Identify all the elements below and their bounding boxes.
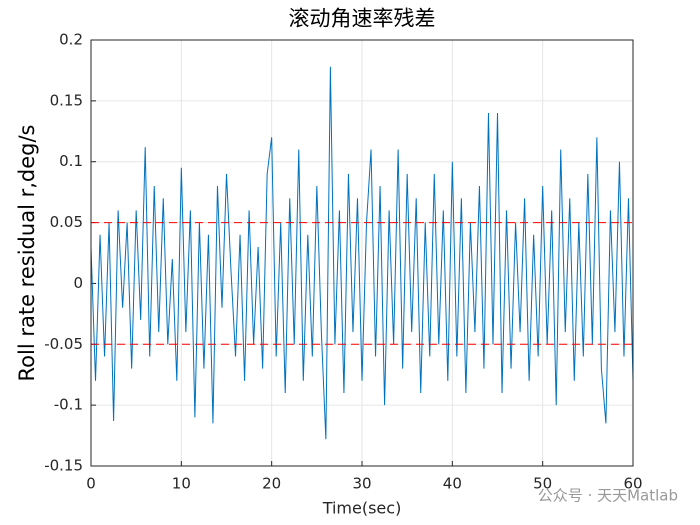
y-tick-label: 0.1	[59, 152, 83, 170]
y-tick-label: 0.2	[59, 31, 83, 49]
watermark: 公众号 · 天天Matlab	[538, 487, 678, 505]
data-line	[90, 66, 634, 440]
x-tick-label: 20	[262, 475, 281, 493]
y-tick-label: 0	[73, 274, 83, 292]
y-tick-label: -0.05	[44, 335, 83, 353]
x-tick-label: 60	[623, 475, 642, 493]
chart-title: 滚动角速率残差	[289, 7, 436, 31]
y-tick-label: 0.05	[50, 213, 83, 231]
y-tick-label: -0.15	[44, 457, 83, 475]
y-axis-label: Roll rate residual r,deg/s	[15, 125, 39, 382]
x-tick-label: 40	[443, 475, 462, 493]
axes-box	[90, 39, 634, 467]
x-axis-label: Time(sec)	[322, 499, 402, 518]
x-tick-label: 30	[352, 475, 371, 493]
x-tick-label: 0	[86, 475, 96, 493]
x-tick-label: 50	[533, 475, 552, 493]
x-tick-label: 10	[172, 475, 191, 493]
y-tick-label: -0.1	[54, 396, 83, 414]
y-tick-label: 0.15	[50, 91, 83, 109]
